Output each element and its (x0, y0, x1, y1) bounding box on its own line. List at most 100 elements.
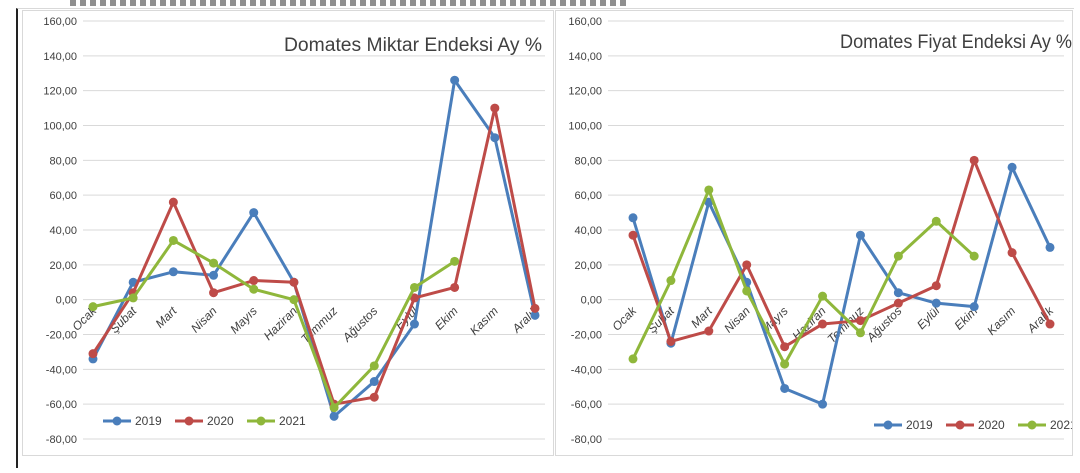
legend-label-2019: 2019 (906, 418, 933, 432)
y-tick-label: -40,00 (46, 364, 77, 376)
series-line-2021 (91, 238, 457, 410)
legend-marker-2019 (112, 416, 122, 426)
data-point-2019 (409, 319, 419, 329)
data-point-2019 (450, 75, 460, 85)
data-point-2020 (666, 336, 676, 346)
data-point-2020 (704, 326, 714, 336)
data-point-2021 (666, 276, 676, 286)
x-category-label: Mayıs (227, 304, 260, 337)
legend-label-2021: 2021 (1050, 418, 1072, 432)
chart-domates-fiyat: 160,00 140,00 120,00 100,00 80,00 60,00 40,00 2… (555, 10, 1073, 456)
data-point-2021 (855, 328, 865, 338)
y-tick-label: 120,00 (568, 86, 602, 98)
y-tick-label: 160,00 (43, 16, 77, 28)
data-point-2019 (209, 270, 219, 280)
y-tick-label: 140,00 (43, 51, 77, 63)
y-tick-label: 60,00 (574, 190, 602, 202)
data-point-2020 (628, 230, 638, 240)
data-point-2020 (409, 293, 419, 303)
data-point-2020 (742, 260, 752, 270)
data-point-2021 (329, 403, 339, 413)
y-tick-label: -20,00 (46, 330, 77, 342)
data-point-2020 (490, 103, 500, 113)
series-line-2019 (631, 165, 1052, 406)
y-tick-label: 0,00 (56, 295, 77, 307)
data-point-2021 (88, 302, 98, 312)
y-tick-label: 100,00 (43, 121, 77, 133)
y-tick-label: -80,00 (46, 434, 77, 446)
window-frame (16, 8, 1074, 468)
cropped-header-text (70, 0, 630, 6)
x-category-label: Mart (153, 303, 180, 330)
data-point-2019 (818, 399, 828, 409)
y-tick-label: -60,00 (571, 399, 602, 411)
x-category-label: Kasım (467, 304, 501, 338)
y-tick-label: 160,00 (568, 16, 602, 28)
data-point-2019 (969, 302, 979, 312)
y-tick-label: 60,00 (49, 190, 77, 202)
y-tick-label: 140,00 (568, 51, 602, 63)
y-tick-label: 120,00 (43, 86, 77, 98)
data-point-2019 (530, 310, 540, 320)
x-category-label: Ocak (609, 303, 639, 333)
data-point-2021 (249, 284, 259, 294)
data-point-2019 (168, 267, 178, 277)
data-point-2021 (742, 286, 752, 296)
chart-domates-miktar: 160,00 140,00 120,00 100,00 80,00 60,00 40,00 2… (22, 10, 554, 456)
x-category-label: Haziran (261, 304, 300, 343)
data-point-2020 (168, 197, 178, 207)
data-point-2021 (409, 282, 419, 292)
data-point-2020 (369, 392, 379, 402)
y-tick-label: 100,00 (568, 121, 602, 133)
data-point-2021 (369, 361, 379, 371)
data-point-2021 (128, 293, 138, 303)
y-tick-label: 0,00 (581, 295, 602, 307)
data-point-2020 (969, 155, 979, 165)
data-point-2019 (855, 230, 865, 240)
y-tick-label: 20,00 (574, 260, 602, 272)
data-point-2021 (969, 251, 979, 261)
legend-marker-2020 (184, 416, 194, 426)
y-tick-label: 20,00 (49, 260, 77, 272)
data-point-2020 (450, 282, 460, 292)
data-point-2021 (818, 291, 828, 301)
y-tick-label: 40,00 (49, 225, 77, 237)
legend-marker-2019 (883, 420, 893, 430)
x-category-label: Nisan (188, 304, 220, 336)
x-category-label: Ağustos (339, 304, 380, 345)
data-point-2021 (931, 216, 941, 226)
y-tick-label: 40,00 (574, 225, 602, 237)
legend-label-2020: 2020 (207, 414, 234, 428)
data-point-2019 (490, 133, 500, 143)
legend-label-2020: 2020 (978, 418, 1005, 432)
chart-svg-fiyat: 160,00 140,00 120,00 100,00 80,00 60,00 40,00 2… (568, 16, 1072, 446)
y-tick-label: -40,00 (571, 364, 602, 376)
data-point-2020 (855, 316, 865, 326)
data-point-2020 (1007, 248, 1017, 258)
series-line-2019 (91, 78, 537, 418)
legend-label-2019: 2019 (135, 414, 162, 428)
data-point-2020 (931, 281, 941, 291)
y-tick-label: 80,00 (574, 155, 602, 167)
data-point-2019 (780, 383, 790, 393)
data-point-2021 (628, 354, 638, 364)
x-category-label: Ekim (432, 304, 461, 333)
y-tick-label: 80,00 (49, 155, 77, 167)
data-point-2020 (88, 349, 98, 359)
chart-title: Domates Fiyat Endeksi Ay % (840, 32, 1072, 53)
data-point-2019 (628, 213, 638, 223)
data-point-2021 (893, 251, 903, 261)
chart-svg-miktar: 160,00 140,00 120,00 100,00 80,00 60,00 40,00 2… (43, 16, 545, 446)
data-point-2021 (289, 295, 299, 305)
data-point-2021 (704, 185, 714, 195)
series-line-2021 (631, 188, 976, 366)
data-point-2019 (329, 411, 339, 421)
legend-marker-2021 (256, 416, 266, 426)
data-point-2020 (818, 319, 828, 329)
data-point-2020 (249, 276, 259, 286)
data-point-2019 (1045, 242, 1055, 252)
chart-title: Domates Miktar Endeksi Ay % (284, 35, 542, 56)
data-point-2019 (369, 377, 379, 387)
data-point-2020 (780, 342, 790, 352)
data-point-2019 (893, 288, 903, 298)
